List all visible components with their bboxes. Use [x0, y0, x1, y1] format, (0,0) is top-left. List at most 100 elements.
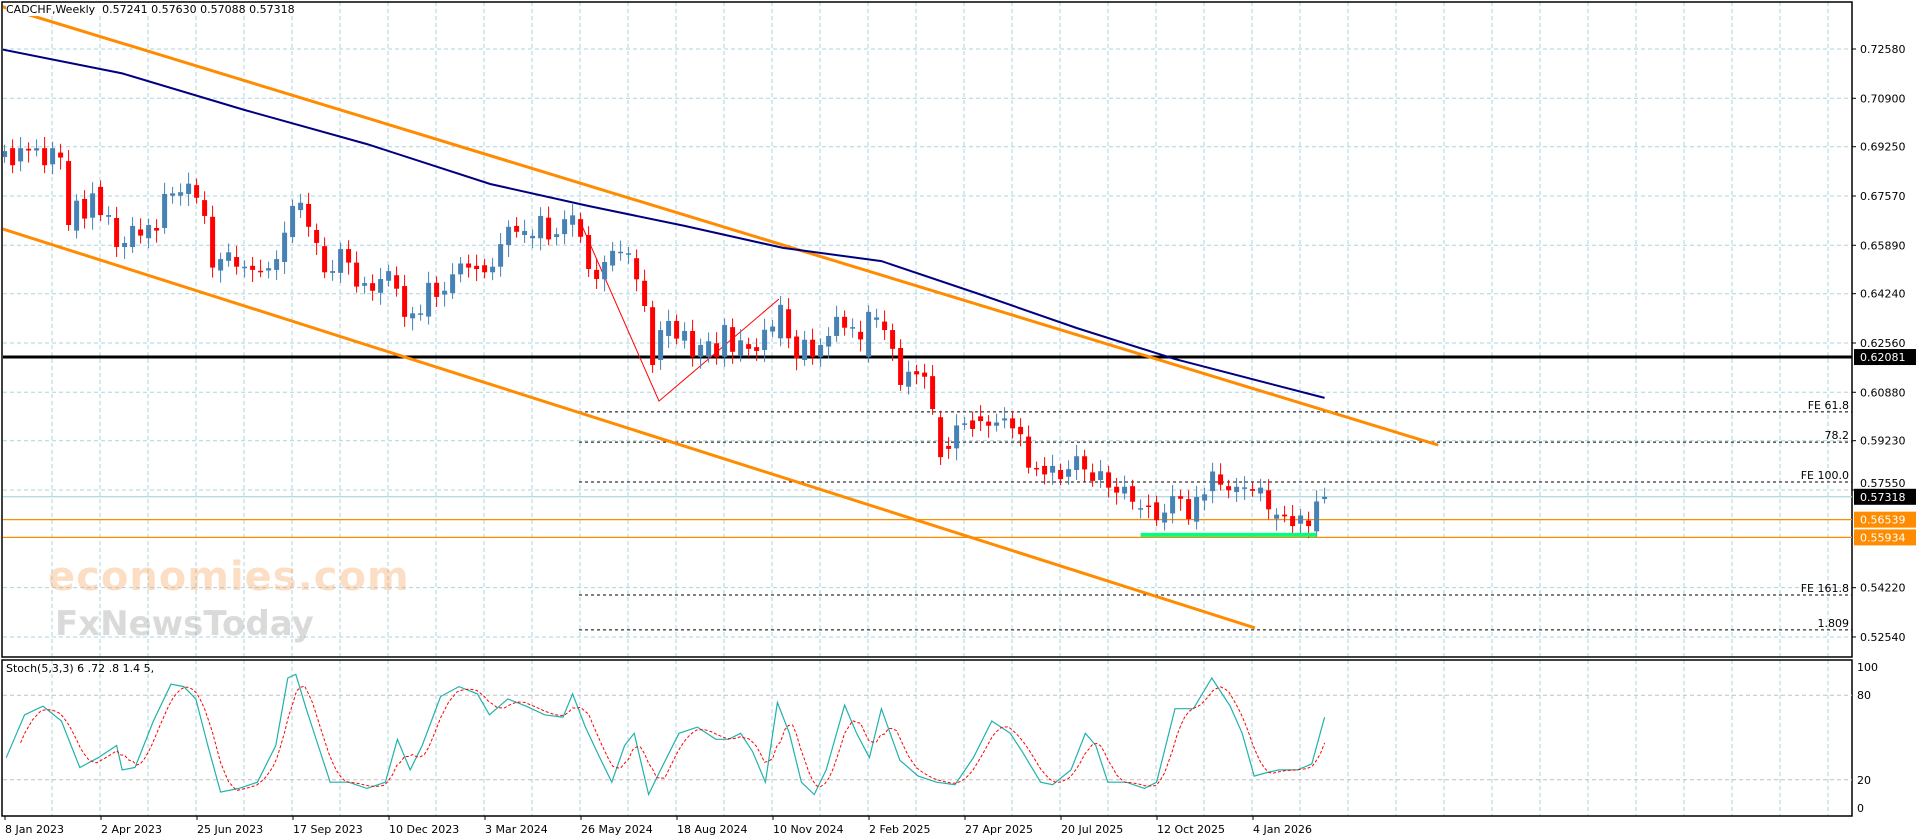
candle-bullish: [626, 253, 632, 255]
candle-bearish: [1266, 490, 1272, 510]
main-plot-area: [3, 5, 1852, 631]
time-axis-label: 17 Sep 2023: [293, 823, 363, 836]
candle-bullish: [610, 250, 616, 266]
chart-header: CADCHF,Weekly 0.57241 0.57630 0.57088 0.…: [6, 3, 295, 16]
channel-lower-line: [3, 227, 1256, 630]
candle-bullish: [162, 193, 168, 228]
time-axis-label: 2 Apr 2023: [101, 823, 162, 836]
candle-bearish: [66, 161, 72, 226]
candle-bullish: [826, 335, 832, 347]
candle-bearish: [1290, 516, 1296, 527]
candle-bullish: [1050, 465, 1056, 473]
candle-bullish: [618, 251, 624, 254]
candle-bearish: [250, 265, 256, 270]
time-axis-label: 26 May 2024: [581, 823, 653, 836]
candle-bearish: [1146, 505, 1152, 508]
candle-bearish: [1154, 502, 1160, 521]
candle-bearish: [482, 265, 488, 273]
candle-bullish: [18, 148, 24, 162]
candle-bullish: [1298, 515, 1304, 524]
time-axis-label: 12 Oct 2025: [1157, 823, 1225, 836]
candle-bearish: [1114, 486, 1120, 493]
candle-bullish: [1162, 512, 1168, 523]
candle-bullish: [50, 148, 56, 165]
candle-bearish: [194, 185, 200, 198]
candle-bearish: [786, 309, 792, 339]
stochastic-signal-line: [20, 685, 1326, 792]
time-axis-label: 20 Jul 2025: [1061, 823, 1123, 836]
candle-bullish: [570, 215, 576, 225]
candle-bearish: [642, 280, 648, 307]
candle-bearish: [674, 320, 680, 339]
candle-bullish: [290, 205, 296, 238]
candle-bullish: [522, 230, 528, 236]
candle-bullish: [1234, 486, 1240, 493]
candle-bearish: [578, 219, 584, 237]
candle-bullish: [218, 259, 224, 271]
candle-bearish: [82, 198, 88, 219]
candle-bullish: [866, 311, 872, 357]
candle-bullish: [738, 340, 744, 356]
candle-bullish: [122, 242, 128, 248]
candle-bullish: [1258, 487, 1264, 494]
fib-level-label: FE 161.8: [1801, 582, 1849, 595]
price-label-orange: 0.55934: [1860, 531, 1906, 544]
candle-bullish: [1138, 508, 1144, 510]
candle-bullish: [458, 263, 464, 275]
stochastic-label: Stoch(5,3,3) 6 .72 .8 1.4 5,: [6, 662, 155, 675]
candle-bullish: [1122, 486, 1128, 494]
candle-bullish: [994, 422, 1000, 426]
candle-bullish: [74, 200, 80, 231]
candle-bullish: [778, 304, 784, 339]
candle-bearish: [842, 316, 848, 328]
candle-bearish: [346, 249, 352, 263]
candle-bullish: [850, 327, 856, 329]
candle-bullish: [130, 225, 136, 248]
candle-bullish: [330, 271, 336, 273]
price-axis-label: 0.62560: [1860, 337, 1906, 350]
candle-bullish: [802, 339, 808, 361]
time-axis-label: 2 Feb 2025: [869, 823, 930, 836]
candle-bullish: [1202, 494, 1208, 501]
candle-bullish: [34, 148, 40, 151]
candle-bearish: [1090, 472, 1096, 481]
candle-bearish: [26, 148, 32, 151]
candle-bearish: [1034, 467, 1040, 470]
price-axis-label: 0.60880: [1860, 386, 1906, 399]
candle-bullish: [106, 215, 112, 217]
candle-bearish: [258, 270, 264, 273]
candle-bearish: [690, 330, 696, 357]
stochastic-main-line: [5, 673, 1326, 797]
candle-bearish: [1042, 465, 1048, 475]
candle-bullish: [1170, 496, 1176, 514]
time-axis-label: 8 Jan 2023: [5, 823, 64, 836]
candle-bearish: [1082, 456, 1088, 470]
candle-bearish: [42, 148, 48, 166]
candle-bearish: [794, 336, 800, 359]
candle-bearish: [890, 330, 896, 349]
main-pane-border: [1, 1, 1853, 658]
candle-bullish: [562, 219, 568, 235]
fib-level-label: FE 61.8: [1808, 399, 1849, 412]
fib-level-label: 1.809: [1818, 617, 1850, 630]
candle-bullish: [1066, 469, 1072, 477]
candle-bullish: [658, 330, 664, 361]
candle-bullish: [554, 234, 560, 238]
candle-bullish: [1274, 514, 1280, 519]
price-label-orange: 0.56539: [1860, 514, 1906, 527]
candle-bearish: [970, 420, 976, 429]
candle-bearish: [938, 417, 944, 458]
candle-bearish: [810, 339, 816, 357]
stochastic-axis-label: 100: [1857, 661, 1878, 674]
candle-bullish: [538, 215, 544, 239]
price-axis-label: 0.69250: [1860, 141, 1906, 154]
candle-bearish: [594, 269, 600, 280]
candle-bearish: [586, 235, 592, 270]
candle-bullish: [170, 193, 176, 196]
candle-bullish: [954, 425, 960, 449]
candle-bullish: [770, 326, 776, 332]
candle-bearish: [322, 246, 328, 273]
candle-bearish: [474, 265, 480, 270]
price-label-box: [1854, 511, 1916, 528]
